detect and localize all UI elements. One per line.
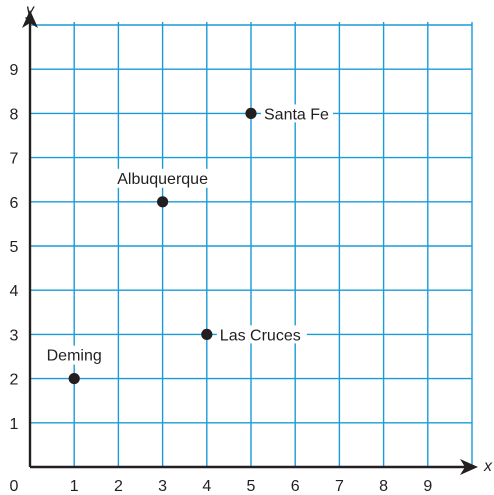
y-tick-label: 6 [10,195,19,212]
point-label-background [110,168,216,188]
y-tick-label: 8 [10,106,19,123]
x-tick-label: 6 [291,478,300,495]
x-tick-label: 1 [70,478,79,495]
point-label: Santa Fe [264,106,329,123]
data-point [157,196,169,208]
point-label-background [261,104,333,123]
point-label-background [216,325,307,344]
data-point [68,373,80,385]
axes [22,10,478,475]
x-tick-label: 3 [158,478,167,495]
data-point [245,107,257,119]
data-points: Deming Albuquerque Las Cruces Santa Fe [44,104,333,385]
x-tick-label: 8 [379,478,388,495]
point-label-background [44,345,104,365]
y-tick-label: 5 [10,239,19,256]
point-label: Las Cruces [220,327,301,344]
x-tick-label: 7 [335,478,344,495]
y-axis-label: y [25,2,35,19]
y-axis-arrow-icon [22,10,38,28]
y-tick-label: 1 [10,416,19,433]
x-tick-label: 2 [114,478,123,495]
grid [30,22,473,467]
x-axis-label: x [483,458,493,475]
y-tick-label: 4 [10,283,19,300]
x-tick-label: 9 [423,478,432,495]
tick-labels: 0 1 2 3 4 5 6 7 8 9 1 2 3 4 5 6 7 8 9 [10,62,433,495]
y-tick-label: 9 [10,62,19,79]
x-tick-label: 5 [247,478,256,495]
point-label: Albuquerque [117,171,208,188]
x-tick-label: 0 [10,478,19,495]
x-tick-label: 4 [202,478,211,495]
point-label: Deming [47,348,102,365]
y-tick-label: 2 [10,372,19,389]
y-tick-label: 7 [10,151,19,168]
y-tick-label: 3 [10,327,19,344]
data-point [201,328,213,340]
x-axis-arrow-icon [460,459,478,475]
